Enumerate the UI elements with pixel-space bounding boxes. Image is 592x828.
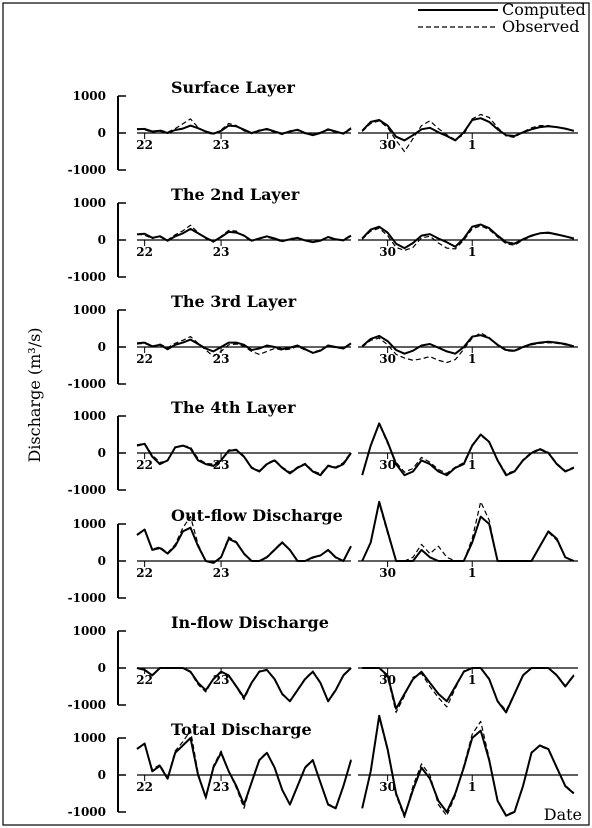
- observed-series-line: [361, 332, 574, 364]
- x-tick-label: 1: [468, 138, 476, 152]
- observed-series-line: [361, 113, 574, 153]
- y-tick-label: -1000: [68, 483, 106, 497]
- legend: Computed Observed: [418, 0, 586, 36]
- y-tick-label: 0: [98, 554, 106, 568]
- observed-series-line: [136, 224, 352, 243]
- x-tick-label: 30: [379, 245, 396, 259]
- computed-series-line: [361, 714, 575, 817]
- panel: Surface Layer 1000 0 -1000 22 23 30 1: [68, 78, 578, 177]
- y-tick-label: -1000: [68, 591, 106, 605]
- computed-series-line: [361, 422, 575, 477]
- panel-title: In-flow Discharge: [171, 613, 329, 632]
- panel-title: The 4th Layer: [171, 398, 296, 417]
- observed-series-line: [361, 501, 575, 562]
- x-tick-label: 22: [136, 138, 153, 152]
- computed-series-line: [136, 124, 352, 137]
- y-tick-label: -1000: [68, 377, 106, 391]
- x-tick-label: 22: [136, 566, 153, 580]
- x-tick-label: 30: [379, 780, 396, 794]
- x-axis-label: Date: [544, 805, 582, 824]
- y-tick-label: 0: [98, 340, 106, 354]
- y-tick-label: -1000: [68, 698, 106, 712]
- y-tick-label: -1000: [68, 163, 106, 177]
- observed-series-line: [361, 423, 575, 475]
- x-tick-label: 1: [468, 352, 476, 366]
- observed-series-line: [136, 667, 352, 702]
- computed-series-line: [136, 667, 352, 703]
- x-tick-label: 30: [379, 566, 396, 580]
- y-tick-label: 1000: [73, 303, 106, 317]
- x-tick-label: 23: [213, 245, 230, 259]
- panel-title: Total Discharge: [171, 720, 312, 739]
- y-tick-label: -1000: [68, 270, 106, 284]
- x-tick-label: 23: [213, 352, 230, 366]
- panel: The 3rd Layer 1000 0 -1000 22 23 30 1: [68, 292, 578, 391]
- panel-title: The 3rd Layer: [171, 292, 297, 311]
- x-tick-label: 1: [468, 780, 476, 794]
- x-tick-label: 22: [136, 673, 153, 687]
- x-tick-label: 1: [468, 566, 476, 580]
- x-tick-label: 30: [379, 458, 396, 472]
- x-tick-label: 23: [213, 138, 230, 152]
- computed-series-line: [136, 526, 352, 564]
- x-tick-label: 23: [213, 566, 230, 580]
- x-tick-label: 22: [136, 352, 153, 366]
- x-tick-label: 1: [468, 245, 476, 259]
- panel-title: Out-flow Discharge: [171, 506, 343, 525]
- y-tick-label: -1000: [68, 805, 106, 819]
- x-tick-label: 22: [136, 458, 153, 472]
- observed-series-line: [362, 667, 575, 714]
- computed-series-line: [361, 500, 575, 562]
- x-tick-label: 23: [213, 780, 230, 794]
- x-tick-label: 22: [136, 245, 153, 259]
- x-tick-label: 30: [379, 138, 396, 152]
- observed-series-line: [136, 515, 352, 564]
- panel-title: Surface Layer: [171, 78, 295, 97]
- x-tick-label: 30: [379, 352, 396, 366]
- y-axis-label: Discharge (m³/s): [25, 327, 44, 462]
- computed-series-line: [136, 338, 352, 354]
- legend-computed-label: Computed: [502, 0, 586, 19]
- y-tick-label: 1000: [73, 517, 106, 531]
- y-tick-label: 0: [98, 126, 106, 140]
- y-tick-label: 1000: [73, 731, 106, 745]
- observed-series-line: [136, 118, 352, 136]
- observed-series-line: [136, 729, 352, 809]
- panel: Out-flow Discharge 1000 0 -1000 22 23 30 1: [68, 500, 578, 605]
- x-tick-label: 30: [379, 673, 396, 687]
- panel-title: The 2nd Layer: [171, 185, 300, 204]
- y-tick-label: 1000: [73, 409, 106, 423]
- x-tick-label: 1: [468, 458, 476, 472]
- y-tick-label: 0: [98, 768, 106, 782]
- y-tick-label: 1000: [73, 196, 106, 210]
- observed-series-line: [136, 336, 352, 357]
- panel: Total Discharge 1000 0 -1000 22 23 30 1: [68, 714, 578, 819]
- y-tick-label: 0: [98, 233, 106, 247]
- y-tick-label: 0: [98, 661, 106, 675]
- legend-observed-label: Observed: [502, 17, 579, 36]
- panel: The 2nd Layer 1000 0 -1000 22 23 30 1: [68, 185, 578, 284]
- y-tick-label: 1000: [73, 89, 106, 103]
- y-tick-label: 1000: [73, 624, 106, 638]
- x-tick-label: 1: [468, 673, 476, 687]
- observed-series-line: [361, 225, 574, 251]
- y-tick-label: 0: [98, 446, 106, 460]
- x-tick-label: 22: [136, 780, 153, 794]
- observed-series-line: [136, 442, 352, 475]
- observed-series-line: [361, 716, 575, 819]
- computed-series-line: [361, 334, 575, 355]
